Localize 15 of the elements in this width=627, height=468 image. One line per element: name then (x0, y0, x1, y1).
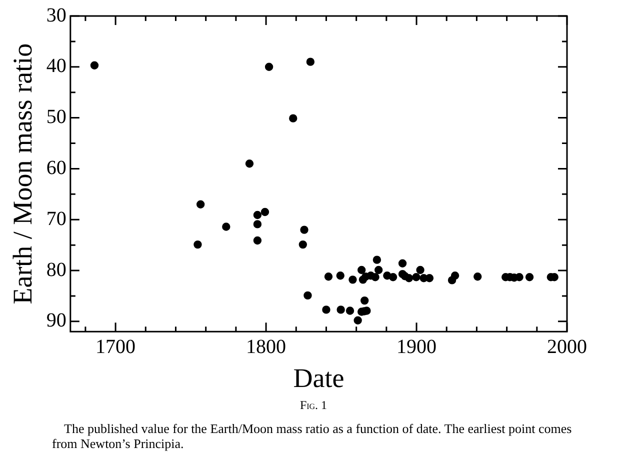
y-tick-label: 90 (46, 310, 66, 332)
y-axis-title: Earth / Moon mass ratio (7, 43, 38, 304)
y-tick-label: 50 (46, 106, 66, 128)
x-tick-label: 1700 (96, 336, 136, 358)
y-tick-label: 70 (46, 208, 66, 230)
y-tick-label: 60 (46, 156, 66, 179)
y-tick-label: 40 (46, 55, 66, 78)
text: The published value for the Earth/Moon mass ratio as a function of date. The earliest point comes from Newton’s Principia. (52, 421, 573, 451)
caption: Fig. 1 (298, 398, 328, 413)
y-tick-label: 30 (46, 4, 66, 26)
x-tick-label: 2000 (547, 336, 587, 358)
x-axis-title: Date (293, 362, 344, 393)
y-tick-label: 80 (46, 258, 66, 281)
x-tick-label: 1900 (396, 336, 437, 358)
x-tick-label: 1800 (246, 336, 286, 358)
